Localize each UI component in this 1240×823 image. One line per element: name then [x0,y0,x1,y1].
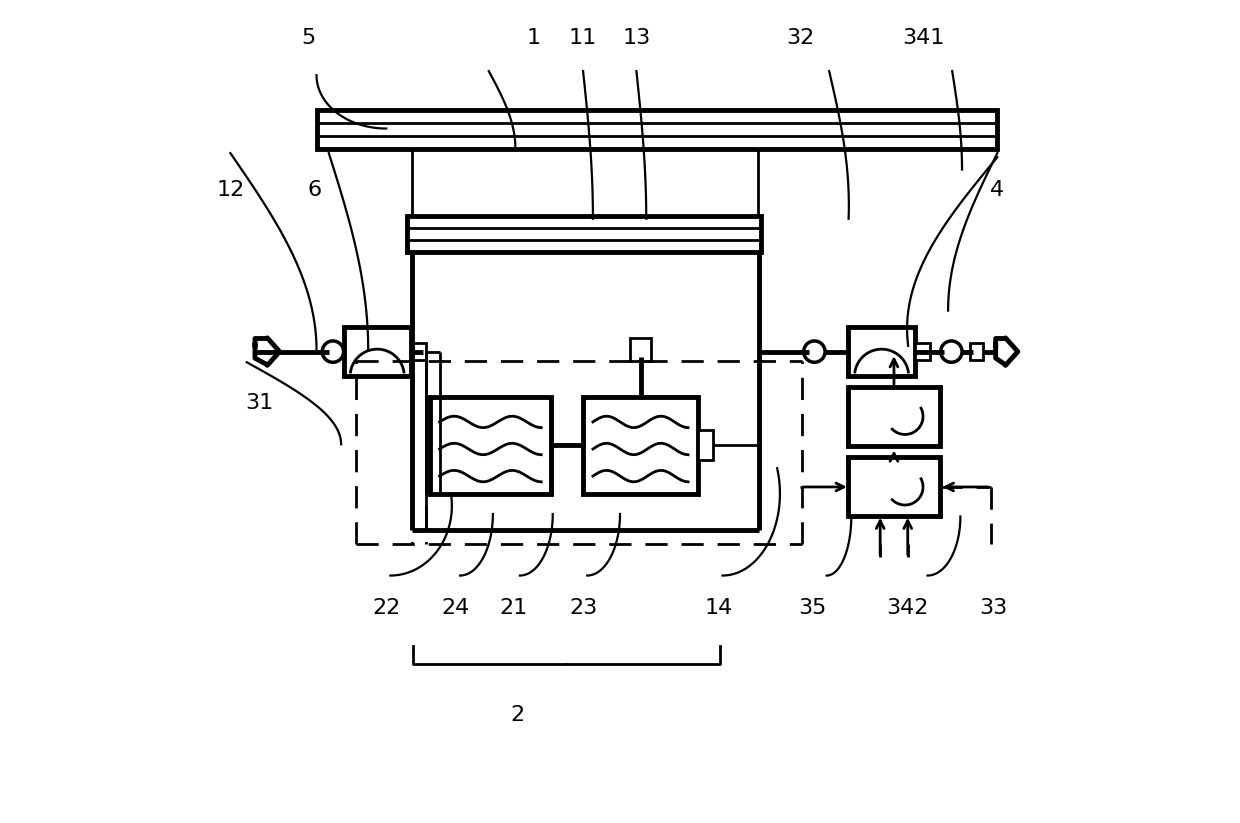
Text: 31: 31 [246,393,273,413]
Text: 33: 33 [980,598,1007,618]
Bar [698,430,713,460]
Bar [343,327,410,376]
Bar [430,397,551,494]
Text: 21: 21 [500,598,527,618]
Bar [407,216,761,252]
Text: 14: 14 [704,598,733,618]
Text: 12: 12 [216,180,244,200]
Bar [848,458,940,517]
Text: 22: 22 [372,598,401,618]
Bar [915,343,930,360]
Text: 32: 32 [786,28,815,49]
Text: 11: 11 [569,28,598,49]
Text: 13: 13 [622,28,651,49]
Bar [630,337,651,360]
Bar [970,343,982,360]
Text: 5: 5 [301,28,315,49]
Text: 35: 35 [799,598,827,618]
Text: 341: 341 [903,28,945,49]
Bar [848,387,940,446]
Text: 1: 1 [527,28,541,49]
Text: 4: 4 [991,180,1004,200]
Text: 24: 24 [441,598,470,618]
Bar [583,397,698,494]
Text: 23: 23 [569,598,598,618]
Bar [410,343,425,360]
Bar [848,327,915,376]
Text: 6: 6 [308,180,322,200]
Text: 342: 342 [885,598,929,618]
Bar [316,109,997,149]
Text: 2: 2 [511,705,525,725]
